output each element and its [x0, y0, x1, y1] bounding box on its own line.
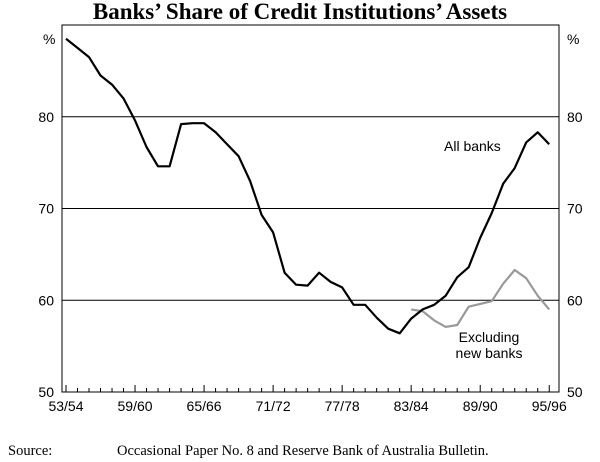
source-text: Occasional Paper No. 8 and Reserve Bank …: [117, 443, 489, 459]
y-tick-right-70: 70: [567, 201, 583, 217]
y-tick-right-50: 50: [567, 384, 583, 400]
y-unit-left: %: [43, 31, 55, 47]
x-tick-label-65-66: 65/66: [187, 398, 222, 414]
x-tick-label-95-96: 95/96: [532, 398, 567, 414]
chart-title: Banks’ Share of Credit Institutions’ Ass…: [93, 0, 507, 24]
series-line-all-banks: [65, 37, 550, 335]
annotation-all-banks: All banks: [444, 138, 501, 154]
plot-frame: [61, 24, 560, 393]
x-tick-label-59-60: 59/60: [118, 398, 153, 414]
y-tick-labels: 50 50 60 60 70 70 80 80: [38, 109, 582, 400]
x-tick-label-89-90: 89/90: [463, 398, 498, 414]
series-line-excluding-new-banks: [411, 268, 551, 328]
y-unit-right: %: [567, 31, 579, 47]
grid-lines: [62, 116, 559, 301]
y-tick-left-50: 50: [38, 384, 54, 400]
y-tick-left-80: 80: [38, 109, 54, 125]
x-tick-label-53-54: 53/54: [48, 398, 83, 414]
annotation-line: new banks: [456, 345, 523, 361]
source-label: Source:: [8, 443, 52, 459]
series-lines: [65, 37, 551, 335]
x-tick-label-77-78: 77/78: [325, 398, 360, 414]
y-tick-right-60: 60: [567, 292, 583, 308]
x-tick-label-71-72: 71/72: [256, 398, 291, 414]
y-tick-right-80: 80: [567, 109, 583, 125]
y-tick-left-60: 60: [38, 292, 54, 308]
y-tick-left-70: 70: [38, 201, 54, 217]
x-ticks: 53/54 59/60 65/66 71/72 77/78 83/84 89/90 95/96: [48, 385, 567, 414]
annotation-excluding-new-banks: Excluding new banks: [456, 329, 523, 361]
x-tick-label-83-84: 83/84: [394, 398, 429, 414]
annotation-line: Excluding: [459, 329, 520, 345]
